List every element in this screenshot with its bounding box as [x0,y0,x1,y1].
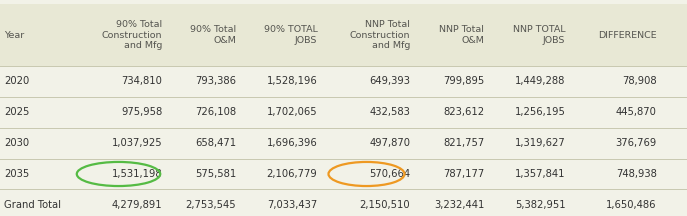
Text: 5,382,951: 5,382,951 [515,200,565,210]
Text: 1,449,288: 1,449,288 [515,76,565,86]
Text: 376,769: 376,769 [616,138,657,148]
Text: 432,583: 432,583 [370,107,410,117]
Text: 975,958: 975,958 [121,107,162,117]
Text: 2035: 2035 [4,169,30,179]
Text: 445,870: 445,870 [616,107,657,117]
Text: NNP TOTAL
JOBS: NNP TOTAL JOBS [513,25,565,45]
Text: NNP Total
O&M: NNP Total O&M [440,25,484,45]
Text: 1,037,925: 1,037,925 [111,138,162,148]
Text: 2025: 2025 [4,107,30,117]
Text: 793,386: 793,386 [195,76,236,86]
Text: 570,664: 570,664 [369,169,410,179]
Text: 90% TOTAL
JOBS: 90% TOTAL JOBS [264,25,317,45]
Text: 1,357,841: 1,357,841 [515,169,565,179]
Text: 734,810: 734,810 [122,76,162,86]
Text: 726,108: 726,108 [195,107,236,117]
Text: 799,895: 799,895 [443,76,484,86]
Text: 2,150,510: 2,150,510 [359,200,410,210]
Bar [0,4,687,66]
Text: 78,908: 78,908 [622,76,657,86]
Text: 1,650,486: 1,650,486 [606,200,657,210]
Text: 2030: 2030 [4,138,30,148]
Text: 575,581: 575,581 [195,169,236,179]
Text: 1,319,627: 1,319,627 [515,138,565,148]
Bar [0,159,687,189]
Text: 4,279,891: 4,279,891 [111,200,162,210]
Text: DIFFERENCE: DIFFERENCE [598,31,657,40]
Text: 1,702,065: 1,702,065 [267,107,317,117]
Text: 1,696,396: 1,696,396 [267,138,317,148]
Text: 2,106,779: 2,106,779 [267,169,317,179]
Text: 1,531,198: 1,531,198 [111,169,162,179]
Text: 2020: 2020 [4,76,30,86]
Text: NNP Total
Construction
and Mfg: NNP Total Construction and Mfg [350,20,410,50]
Text: 787,177: 787,177 [443,169,484,179]
Text: 3,232,441: 3,232,441 [434,200,484,210]
Text: 649,393: 649,393 [369,76,410,86]
Text: 2,753,545: 2,753,545 [185,200,236,210]
Text: 1,528,196: 1,528,196 [267,76,317,86]
Text: 821,757: 821,757 [443,138,484,148]
Text: Grand Total: Grand Total [4,200,61,210]
Text: 90% Total
O&M: 90% Total O&M [190,25,236,45]
Text: 658,471: 658,471 [195,138,236,148]
Text: 748,938: 748,938 [616,169,657,179]
Text: 823,612: 823,612 [443,107,484,117]
Text: 7,033,437: 7,033,437 [267,200,317,210]
Text: 90% Total
Construction
and Mfg: 90% Total Construction and Mfg [102,20,162,50]
Text: Year: Year [4,31,24,40]
Text: 1,256,195: 1,256,195 [515,107,565,117]
Text: 497,870: 497,870 [369,138,410,148]
